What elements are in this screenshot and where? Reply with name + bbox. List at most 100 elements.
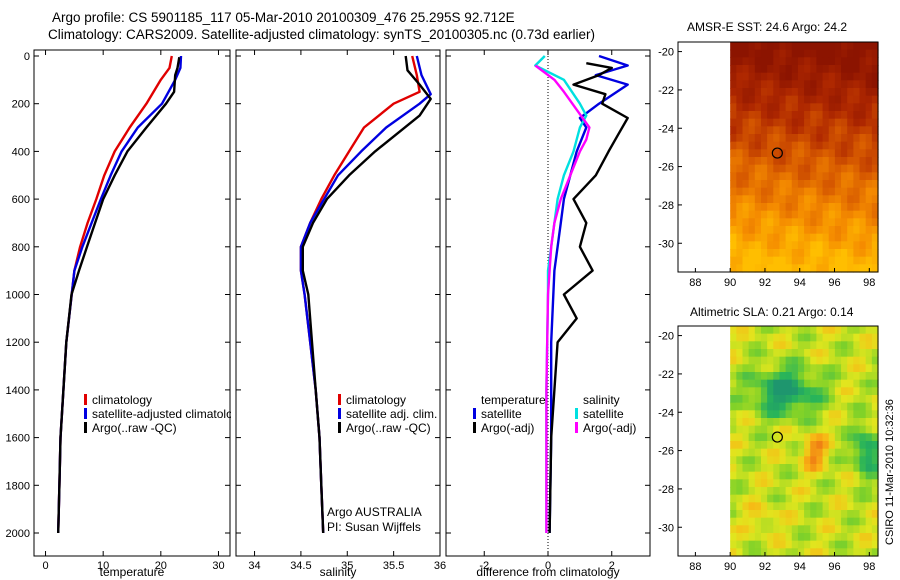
amsr-sst-cell	[791, 180, 799, 189]
altimetric-sla-cell	[779, 349, 787, 358]
altimetric-sla-cell	[853, 448, 861, 457]
altimetric-sla-cell	[834, 533, 842, 542]
amsr-sst-cell	[767, 180, 774, 189]
amsr-sst-cell	[791, 118, 799, 127]
altimetric-sla-cell	[779, 379, 787, 388]
amsr-sst-cell	[754, 164, 762, 173]
altimetric-sla-cell	[834, 372, 842, 381]
altimetric-sla-cell	[816, 441, 824, 450]
altimetric-sla-cell	[865, 464, 873, 473]
amsr-sst-cell	[847, 233, 854, 242]
amsr-sst-cell	[760, 80, 768, 89]
amsr-sst-cell	[760, 233, 768, 242]
amsr-sst-cell	[742, 256, 750, 265]
altimetric-sla-cell	[828, 533, 836, 542]
amsr-sst-cell	[736, 157, 744, 166]
amsr-sst-cell	[847, 42, 854, 51]
altimetric-sla-cell	[871, 540, 879, 549]
altimetric-sla-cell	[865, 502, 873, 511]
altimetric-sla-cell	[797, 540, 805, 549]
altimetric-sla-cell	[847, 433, 854, 442]
altimetric-sla-cell	[871, 410, 879, 419]
altimetric-sla-ytick-label: -26	[658, 446, 674, 458]
amsr-sst-cell	[785, 118, 793, 127]
amsr-sst-cell	[742, 164, 750, 173]
amsr-sst-cell	[748, 164, 756, 173]
altimetric-sla-cell	[859, 425, 867, 434]
amsr-sst-cell	[748, 180, 756, 189]
altimetric-sla-cell	[828, 364, 836, 373]
amsr-sst-cell	[767, 226, 774, 235]
amsr-sst-cell	[865, 164, 873, 173]
difference-xtick-label: -2	[479, 560, 489, 572]
altimetric-sla-cell	[853, 326, 861, 335]
amsr-sst-cell	[859, 141, 867, 150]
amsr-sst-cell	[871, 103, 879, 112]
amsr-sst-cell	[810, 80, 818, 89]
amsr-sst-cell	[859, 88, 867, 97]
altimetric-sla-cell	[730, 402, 737, 411]
altimetric-sla-cell	[804, 456, 811, 465]
amsr-sst-cell	[773, 241, 781, 250]
amsr-sst-cell	[853, 226, 861, 235]
altimetric-sla-cell	[828, 372, 836, 381]
altimetric-sla-cell	[804, 418, 811, 427]
altimetric-sla-cell	[773, 456, 781, 465]
altimetric-sla-cell	[865, 379, 873, 388]
amsr-sst-cell	[859, 218, 867, 227]
amsr-sst-cell	[748, 57, 756, 66]
altimetric-sla-cell	[760, 356, 768, 365]
amsr-sst-cell	[847, 249, 854, 258]
amsr-sst-cell	[865, 203, 873, 212]
altimetric-sla-cell	[730, 326, 737, 335]
amsr-sst-cell	[760, 111, 768, 120]
amsr-sst-cell	[822, 187, 830, 196]
amsr-sst-cell	[760, 157, 768, 166]
altimetric-sla-cell	[785, 471, 793, 480]
amsr-sst-cell	[834, 157, 842, 166]
amsr-sst-cell	[773, 233, 781, 242]
altimetric-sla-cell	[754, 341, 762, 350]
amsr-sst-cell	[742, 226, 750, 235]
amsr-sst-cell	[859, 134, 867, 143]
amsr-sst-cell	[871, 157, 879, 166]
altimetric-sla-cell	[834, 341, 842, 350]
amsr-sst-cell	[742, 49, 750, 58]
amsr-sst-cell	[760, 218, 768, 227]
temp-legend-climatology: climatology	[92, 393, 152, 407]
amsr-sst-cell	[773, 218, 781, 227]
amsr-sst-cell	[748, 172, 756, 181]
altimetric-sla-cell	[859, 456, 867, 465]
altimetric-sla-cell	[853, 418, 861, 427]
altimetric-sla-cell	[779, 333, 787, 342]
amsr-sst-cell	[767, 49, 774, 58]
altimetric-sla-cell	[748, 456, 756, 465]
altimetric-sla-cell	[779, 326, 787, 335]
amsr-sst-cell	[853, 88, 861, 97]
amsr-sst-cell	[865, 103, 873, 112]
amsr-sst-cell	[871, 241, 879, 250]
amsr-sst-cell	[730, 103, 737, 112]
diff-legend-temperature-header: temperature	[481, 393, 546, 407]
altimetric-sla-cell	[859, 517, 867, 526]
altimetric-sla-cell	[847, 487, 854, 496]
amsr-sst-cell	[791, 88, 799, 97]
altimetric-sla-cell	[828, 510, 836, 519]
altimetric-sla-cell	[760, 487, 768, 496]
altimetric-sla-cell	[797, 494, 805, 503]
amsr-sst-cell	[828, 210, 836, 219]
altimetric-sla-cell	[797, 410, 805, 419]
amsr-sst-cell	[773, 180, 781, 189]
amsr-sst-cell	[797, 49, 805, 58]
altimetric-sla-cell	[834, 379, 842, 388]
amsr-sst-cell	[816, 164, 824, 173]
amsr-sst-cell	[767, 80, 774, 89]
altimetric-sla-cell	[834, 387, 842, 396]
altimetric-sla-cell	[853, 456, 861, 465]
amsr-sst-cell	[754, 203, 762, 212]
altimetric-sla-cell	[853, 425, 861, 434]
amsr-sst-cell	[773, 164, 781, 173]
altimetric-sla-cell	[748, 356, 756, 365]
amsr-sst-cell	[804, 65, 811, 74]
altimetric-sla-cell	[871, 364, 879, 373]
